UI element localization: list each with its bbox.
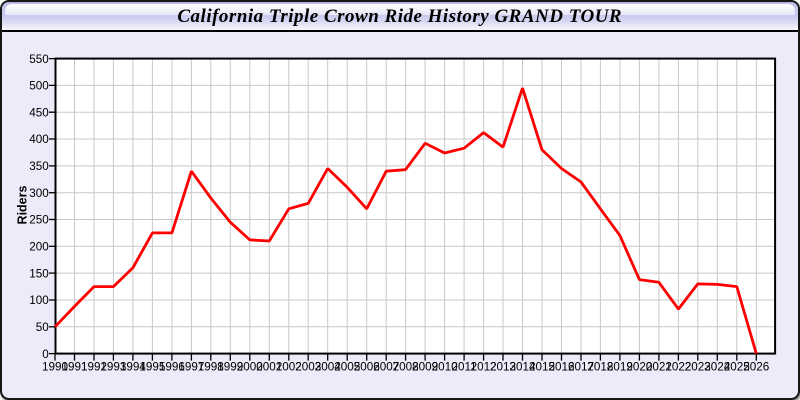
svg-text:2018: 2018 bbox=[587, 360, 613, 373]
svg-text:1996: 1996 bbox=[159, 360, 185, 373]
svg-text:200: 200 bbox=[29, 241, 49, 254]
svg-text:0: 0 bbox=[42, 348, 49, 361]
svg-text:Riders: Riders bbox=[15, 186, 29, 225]
svg-text:2026: 2026 bbox=[743, 360, 769, 373]
svg-text:2000: 2000 bbox=[237, 360, 264, 373]
svg-text:2022: 2022 bbox=[665, 360, 691, 373]
svg-text:2012: 2012 bbox=[471, 360, 497, 373]
svg-text:1994: 1994 bbox=[120, 360, 147, 373]
svg-text:2010: 2010 bbox=[432, 360, 459, 373]
svg-text:2025: 2025 bbox=[724, 360, 751, 373]
svg-text:2009: 2009 bbox=[412, 360, 438, 373]
svg-text:300: 300 bbox=[29, 187, 49, 200]
svg-text:2002: 2002 bbox=[276, 360, 302, 373]
svg-text:1995: 1995 bbox=[139, 360, 166, 373]
svg-text:2013: 2013 bbox=[490, 360, 516, 373]
svg-text:350: 350 bbox=[29, 160, 49, 173]
svg-text:2003: 2003 bbox=[295, 360, 321, 373]
svg-text:2007: 2007 bbox=[373, 360, 399, 373]
svg-text:2016: 2016 bbox=[548, 360, 574, 373]
svg-text:2014: 2014 bbox=[509, 360, 536, 373]
svg-text:100: 100 bbox=[29, 294, 49, 307]
svg-text:1993: 1993 bbox=[100, 360, 126, 373]
svg-text:550: 550 bbox=[29, 53, 49, 66]
svg-text:1998: 1998 bbox=[198, 360, 224, 373]
svg-text:2011: 2011 bbox=[452, 360, 477, 373]
svg-text:1990: 1990 bbox=[42, 360, 69, 373]
svg-text:2006: 2006 bbox=[354, 360, 380, 373]
svg-text:1992: 1992 bbox=[81, 360, 107, 373]
svg-text:2004: 2004 bbox=[315, 360, 342, 373]
svg-text:2005: 2005 bbox=[334, 360, 361, 373]
svg-text:150: 150 bbox=[29, 267, 49, 280]
svg-text:2019: 2019 bbox=[607, 360, 633, 373]
svg-text:400: 400 bbox=[29, 133, 49, 146]
svg-text:1999: 1999 bbox=[217, 360, 243, 373]
svg-text:2024: 2024 bbox=[704, 360, 731, 373]
svg-text:50: 50 bbox=[36, 321, 50, 334]
svg-text:2001: 2001 bbox=[256, 360, 282, 373]
svg-text:250: 250 bbox=[29, 214, 49, 227]
svg-text:2023: 2023 bbox=[685, 360, 711, 373]
svg-text:450: 450 bbox=[29, 106, 49, 119]
svg-text:500: 500 bbox=[29, 80, 49, 93]
svg-text:2021: 2021 bbox=[646, 360, 672, 373]
svg-text:2008: 2008 bbox=[393, 360, 419, 373]
svg-text:1997: 1997 bbox=[178, 360, 204, 373]
svg-text:2015: 2015 bbox=[529, 360, 556, 373]
svg-text:2017: 2017 bbox=[568, 360, 594, 373]
svg-text:1991: 1991 bbox=[61, 360, 87, 373]
svg-text:2020: 2020 bbox=[626, 360, 653, 373]
